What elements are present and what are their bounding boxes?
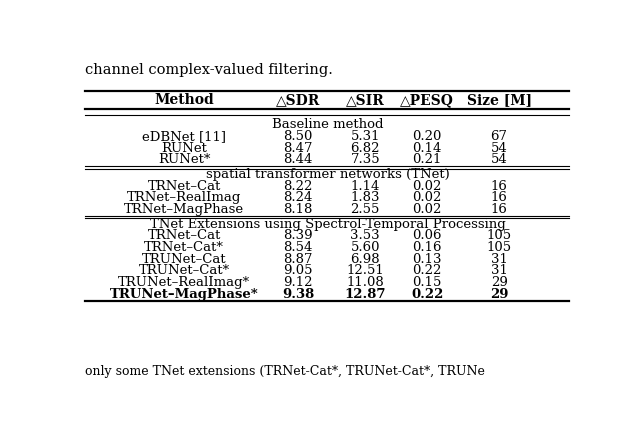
Text: 5.31: 5.31 (351, 130, 380, 143)
Text: Size [M]: Size [M] (467, 93, 532, 108)
Text: 6.82: 6.82 (351, 142, 380, 155)
Text: TNet Extensions using Spectrol-Temporal Processing: TNet Extensions using Spectrol-Temporal … (150, 218, 506, 231)
Text: 105: 105 (486, 241, 512, 254)
Text: 8.54: 8.54 (284, 241, 313, 254)
Text: 0.14: 0.14 (413, 142, 442, 155)
Text: TRNet–RealImag: TRNet–RealImag (127, 191, 241, 204)
Text: 8.18: 8.18 (284, 203, 313, 216)
Text: 31: 31 (491, 264, 508, 277)
Text: 54: 54 (491, 142, 508, 155)
Text: 8.22: 8.22 (284, 180, 313, 193)
Text: 8.50: 8.50 (284, 130, 313, 143)
Text: channel complex-valued filtering.: channel complex-valued filtering. (85, 64, 333, 77)
Text: 54: 54 (491, 153, 508, 166)
Text: 8.24: 8.24 (284, 191, 313, 204)
Text: RUNet: RUNet (161, 142, 207, 155)
Text: 16: 16 (491, 203, 508, 216)
Text: △SDR: △SDR (276, 93, 321, 108)
Text: TRUNet–MagPhase*: TRUNet–MagPhase* (110, 288, 259, 301)
Text: 16: 16 (491, 191, 508, 204)
Text: 29: 29 (491, 276, 508, 289)
Text: 9.12: 9.12 (284, 276, 313, 289)
Text: only some TNet extensions (TRNet-Cat*, TRUNet-Cat*, TRUNe: only some TNet extensions (TRNet-Cat*, T… (85, 365, 485, 378)
Text: △PESQ: △PESQ (400, 93, 454, 108)
Text: 8.47: 8.47 (284, 142, 313, 155)
Text: 8.87: 8.87 (284, 253, 313, 266)
Text: 12.87: 12.87 (344, 288, 386, 301)
Text: 0.02: 0.02 (413, 180, 442, 193)
Text: 11.08: 11.08 (346, 276, 384, 289)
Text: 31: 31 (491, 253, 508, 266)
Text: 6.98: 6.98 (350, 253, 380, 266)
Text: 0.02: 0.02 (413, 191, 442, 204)
Text: TRUNet–Cat*: TRUNet–Cat* (139, 264, 230, 277)
Text: 12.51: 12.51 (346, 264, 384, 277)
Text: 1.14: 1.14 (351, 180, 380, 193)
Text: 0.22: 0.22 (411, 288, 444, 301)
Text: 2.55: 2.55 (351, 203, 380, 216)
Text: TRNet–MagPhase: TRNet–MagPhase (124, 203, 244, 216)
Text: spatial transformer networks (TNet): spatial transformer networks (TNet) (206, 168, 450, 181)
Text: 1.83: 1.83 (351, 191, 380, 204)
Text: 0.02: 0.02 (413, 203, 442, 216)
Text: 0.16: 0.16 (412, 241, 442, 254)
Text: TRUNet–RealImag*: TRUNet–RealImag* (118, 276, 250, 289)
Text: 0.22: 0.22 (413, 264, 442, 277)
Text: 9.38: 9.38 (282, 288, 314, 301)
Text: 0.13: 0.13 (412, 253, 442, 266)
Text: RUNet*: RUNet* (158, 153, 211, 166)
Text: 9.05: 9.05 (284, 264, 313, 277)
Text: 67: 67 (491, 130, 508, 143)
Text: Method: Method (154, 93, 214, 108)
Text: 7.35: 7.35 (350, 153, 380, 166)
Text: 29: 29 (490, 288, 508, 301)
Text: 0.15: 0.15 (413, 276, 442, 289)
Text: 8.39: 8.39 (284, 229, 313, 242)
Text: 16: 16 (491, 180, 508, 193)
Text: 0.21: 0.21 (413, 153, 442, 166)
Text: TRNet–Cat*: TRNet–Cat* (144, 241, 224, 254)
Text: Baseline method: Baseline method (272, 118, 384, 130)
Text: 0.20: 0.20 (413, 130, 442, 143)
Text: TRNet–Cat: TRNet–Cat (147, 229, 221, 242)
Text: △SIR: △SIR (346, 93, 385, 108)
Text: eDBNet [11]: eDBNet [11] (142, 130, 226, 143)
Text: TRNet–Cat: TRNet–Cat (147, 180, 221, 193)
Text: 8.44: 8.44 (284, 153, 313, 166)
Text: TRUNet–Cat: TRUNet–Cat (142, 253, 227, 266)
Text: 105: 105 (486, 229, 512, 242)
Text: 5.60: 5.60 (351, 241, 380, 254)
Text: 0.06: 0.06 (412, 229, 442, 242)
Text: 3.53: 3.53 (350, 229, 380, 242)
